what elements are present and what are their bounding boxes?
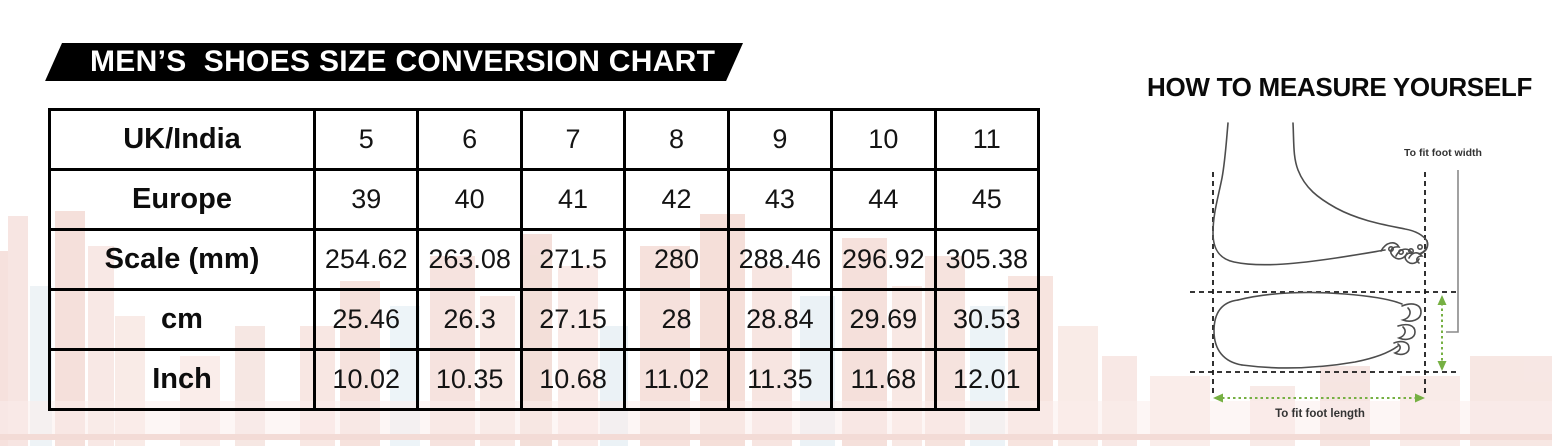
size-value-cell: 6 — [416, 108, 523, 171]
size-value-cell: 5 — [312, 108, 420, 171]
size-value-cell: 45 — [933, 168, 1041, 231]
width-label-leader-line — [1446, 170, 1459, 333]
row-label-uk-india: UK/India — [48, 108, 316, 171]
size-value-cell: 44 — [830, 168, 937, 231]
size-value-cell: 28.84 — [726, 288, 834, 351]
size-value-cell: 11 — [933, 108, 1041, 171]
size-value-cell: 296.92 — [830, 228, 937, 291]
size-value-cell: 10.68 — [519, 348, 627, 411]
size-value-cell: 254.62 — [312, 228, 420, 291]
foot-width-arrow — [1437, 295, 1447, 371]
table-row-europe: Europe 39 40 41 42 43 44 45 — [48, 168, 1041, 231]
size-value-cell: 29.69 — [830, 288, 937, 351]
foot-length-arrow — [1213, 393, 1425, 403]
table-row-inch: Inch 10.02 10.35 10.68 11.02 11.35 11.68… — [48, 348, 1041, 411]
title-banner: MEN’S SHOES SIZE CONVERSION CHART — [45, 43, 744, 81]
size-value-cell: 28 — [623, 288, 730, 351]
size-value-cell: 305.38 — [933, 228, 1041, 291]
size-value-cell: 10.02 — [312, 348, 420, 411]
size-value-cell: 12.01 — [933, 348, 1041, 411]
row-label-inch: Inch — [48, 348, 316, 411]
size-value-cell: 7 — [519, 108, 627, 171]
foot-length-label: To fit foot length — [1275, 408, 1365, 420]
table-row-cm: cm 25.46 26.3 27.15 28 28.84 29.69 30.53 — [48, 288, 1041, 351]
size-value-cell: 10.35 — [416, 348, 523, 411]
size-value-cell: 263.08 — [416, 228, 523, 291]
measure-section-heading: HOW TO MEASURE YOURSELF — [1147, 72, 1533, 102]
size-value-cell: 41 — [519, 168, 627, 231]
size-value-cell: 42 — [623, 168, 730, 231]
size-value-cell: 39 — [312, 168, 420, 231]
foot-side-view-illustration — [1212, 122, 1429, 266]
table-row-uk-india: UK/India 5 6 7 8 9 10 11 — [48, 108, 1041, 171]
size-value-cell: 8 — [623, 108, 730, 171]
size-value-cell: 43 — [726, 168, 834, 231]
size-value-cell: 25.46 — [312, 288, 420, 351]
size-value-cell: 271.5 — [519, 228, 627, 291]
foot-sole-view-illustration — [1213, 291, 1422, 369]
size-value-cell: 27.15 — [519, 288, 627, 351]
row-label-cm: cm — [48, 288, 316, 351]
size-value-cell: 11.68 — [830, 348, 937, 411]
page-title: MEN’S SHOES SIZE CONVERSION CHART — [90, 45, 716, 78]
row-label-scale-mm: Scale (mm) — [48, 228, 316, 291]
table-row-scale-mm: Scale (mm) 254.62 263.08 271.5 280 288.4… — [48, 228, 1041, 291]
measurement-guide-lines — [1190, 172, 1456, 394]
foot-measurement-diagram: To fit foot width To fit foot length — [1190, 122, 1482, 420]
size-value-cell: 11.35 — [726, 348, 834, 411]
size-value-cell: 40 — [416, 168, 523, 231]
size-value-cell: 280 — [623, 228, 730, 291]
size-conversion-table: UK/India 5 6 7 8 9 10 11 Europe 39 40 41… — [48, 108, 1041, 411]
size-value-cell: 288.46 — [726, 228, 834, 291]
size-value-cell: 10 — [830, 108, 937, 171]
size-value-cell: 11.02 — [623, 348, 730, 411]
size-value-cell: 30.53 — [933, 288, 1041, 351]
foot-width-label: To fit foot width — [1404, 147, 1482, 159]
size-value-cell: 26.3 — [416, 288, 523, 351]
size-value-cell: 9 — [726, 108, 834, 171]
row-label-europe: Europe — [48, 168, 316, 231]
